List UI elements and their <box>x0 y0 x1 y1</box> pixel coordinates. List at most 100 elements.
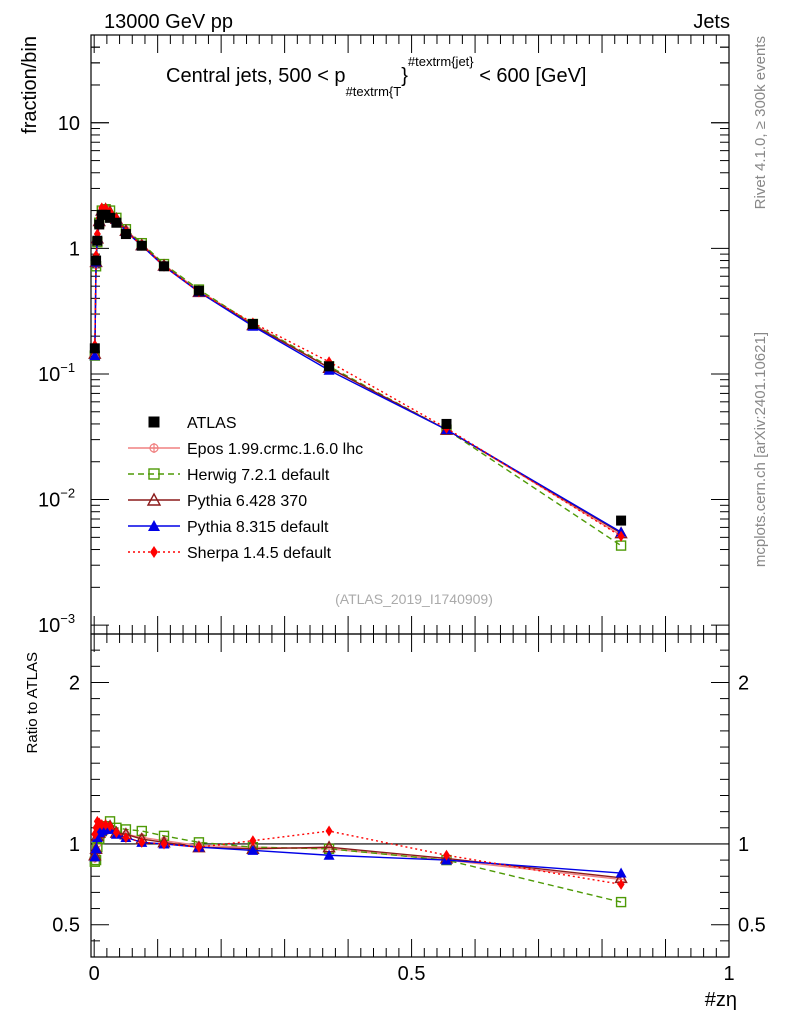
data-point <box>89 350 101 361</box>
title-tail: < 600 [GeV] <box>474 65 587 87</box>
legend-entry: Pythia 8.315 default <box>128 519 329 536</box>
series-layer <box>88 202 628 551</box>
y-tick-exponent: −1 <box>60 360 75 375</box>
ratio-panel <box>90 633 730 958</box>
data-point <box>193 285 204 296</box>
ratio-y-tick-label: 2 <box>69 672 80 694</box>
ratio-point <box>249 835 257 847</box>
legend-marker <box>146 492 162 506</box>
ratio-frame <box>90 633 730 958</box>
data-point <box>247 318 258 329</box>
series-line <box>94 208 622 534</box>
series-0 <box>89 209 627 526</box>
chart-title: Central jets, 500 < p#textrm{T}#textrm{j… <box>166 54 587 99</box>
legend-entry: Epos 1.99.crmc.1.6.0 lhc <box>128 441 363 458</box>
y-tick-exponent: −2 <box>60 486 75 501</box>
ratio-point <box>138 836 146 848</box>
y-tick-label: 10−1 <box>38 360 75 386</box>
analysis-watermark: (ATLAS_2019_I1740909) <box>335 591 493 607</box>
title-main: Central jets, 500 < p <box>166 65 346 87</box>
data-point <box>120 229 131 240</box>
ratio-point <box>323 849 335 860</box>
data-point <box>89 343 100 354</box>
ratio-line <box>94 820 622 886</box>
ratio-point <box>106 820 114 832</box>
data-point <box>92 235 103 246</box>
legend: ATLAS Epos 1.99.crmc.1.6.0 lhc Herwig 7.2.… <box>128 415 363 562</box>
legend-marker <box>148 416 160 428</box>
legend-marker <box>150 546 158 558</box>
legend-entry: ATLAS <box>148 415 237 432</box>
x-tick-label: 0.5 <box>398 963 426 985</box>
series-5 <box>91 202 625 542</box>
data-point <box>159 261 170 272</box>
data-point <box>441 418 452 429</box>
data-point <box>324 361 335 372</box>
ratio-point <box>615 896 627 908</box>
ratio-y-axis-label: Ratio to ATLAS <box>24 652 41 753</box>
x-tick-label: 1 <box>723 963 734 985</box>
ratio-point <box>617 878 625 890</box>
y-tick-label: 10−3 <box>38 611 75 637</box>
legend-label: Herwig 7.2.1 default <box>187 467 330 484</box>
ratio-point <box>89 851 101 862</box>
legend-label: Sherpa 1.4.5 default <box>187 545 332 562</box>
title-subscript: #textrm{T <box>346 84 402 99</box>
legend-entry: Sherpa 1.4.5 default <box>128 545 332 562</box>
series-line <box>94 209 622 533</box>
ratio-y-tick-label-right: 0.5 <box>738 915 766 937</box>
ratio-point <box>122 831 130 843</box>
ratio-y-tick-label: 0.5 <box>52 915 80 937</box>
title-brace: } <box>401 65 408 87</box>
legend-marker <box>148 520 160 531</box>
data-point <box>91 255 102 266</box>
y-tick-label: 1 <box>69 238 80 260</box>
ratio-point <box>195 841 203 853</box>
data-point <box>94 219 105 230</box>
ratio-point <box>90 843 102 854</box>
header-right-label: Jets <box>693 11 730 33</box>
series-line <box>94 208 622 547</box>
data-point <box>617 530 625 542</box>
ratio-point <box>325 825 333 837</box>
data-point <box>105 212 116 223</box>
ratio-point <box>615 867 627 878</box>
ratio-series-1 <box>89 816 627 908</box>
data-point <box>136 240 147 251</box>
ratio-y-tick-label-right: 1 <box>738 834 749 856</box>
legend-label: Epos 1.99.crmc.1.6.0 lhc <box>187 441 363 458</box>
ratio-line <box>94 820 622 903</box>
data-point <box>111 217 122 228</box>
legend-marker <box>149 443 159 453</box>
mcplots-label: mcplots.cern.ch [arXiv:2401.10621] <box>752 332 769 567</box>
ratio-point <box>160 838 168 850</box>
y-tick-label: 10−2 <box>38 486 75 512</box>
legend-entry: Herwig 7.2.1 default <box>128 467 330 484</box>
rivet-version-label: Rivet 4.1.0, ≥ 300k events <box>752 36 769 209</box>
y-tick-exponent: −3 <box>60 611 75 626</box>
legend-entry: Pythia 6.428 370 <box>128 492 307 510</box>
title-superscript: #textrm{jet} <box>408 54 474 69</box>
series-4 <box>89 204 627 537</box>
y-tick-label: 10 <box>58 113 80 135</box>
legend-label: ATLAS <box>187 415 237 432</box>
legend-marker <box>148 468 160 480</box>
header-left-label: 13000 GeV pp <box>104 11 233 33</box>
x-tick-label: 0 <box>89 963 100 985</box>
ratio-point <box>98 819 106 831</box>
ratio-series-layer <box>88 815 628 908</box>
ratio-point <box>112 827 120 839</box>
data-point <box>616 515 627 526</box>
ratio-y-tick-label: 1 <box>69 834 80 856</box>
series-2 <box>89 204 627 551</box>
ratio-series-0 <box>90 824 626 884</box>
data-point <box>615 540 627 551</box>
legend-label: Pythia 6.428 370 <box>187 493 307 510</box>
ratio-y-tick-label-right: 2 <box>738 672 749 694</box>
main-y-axis-label: fraction/bin <box>19 36 41 134</box>
ratio-point <box>136 825 147 837</box>
tick-labels: 10 1 10−1 10−2 10−3 0 0.5 1 0.5 0.5 1 1 2 2 <box>38 113 766 985</box>
x-axis-label: #zη <box>705 989 737 1011</box>
ratio-series-4 <box>91 815 625 890</box>
